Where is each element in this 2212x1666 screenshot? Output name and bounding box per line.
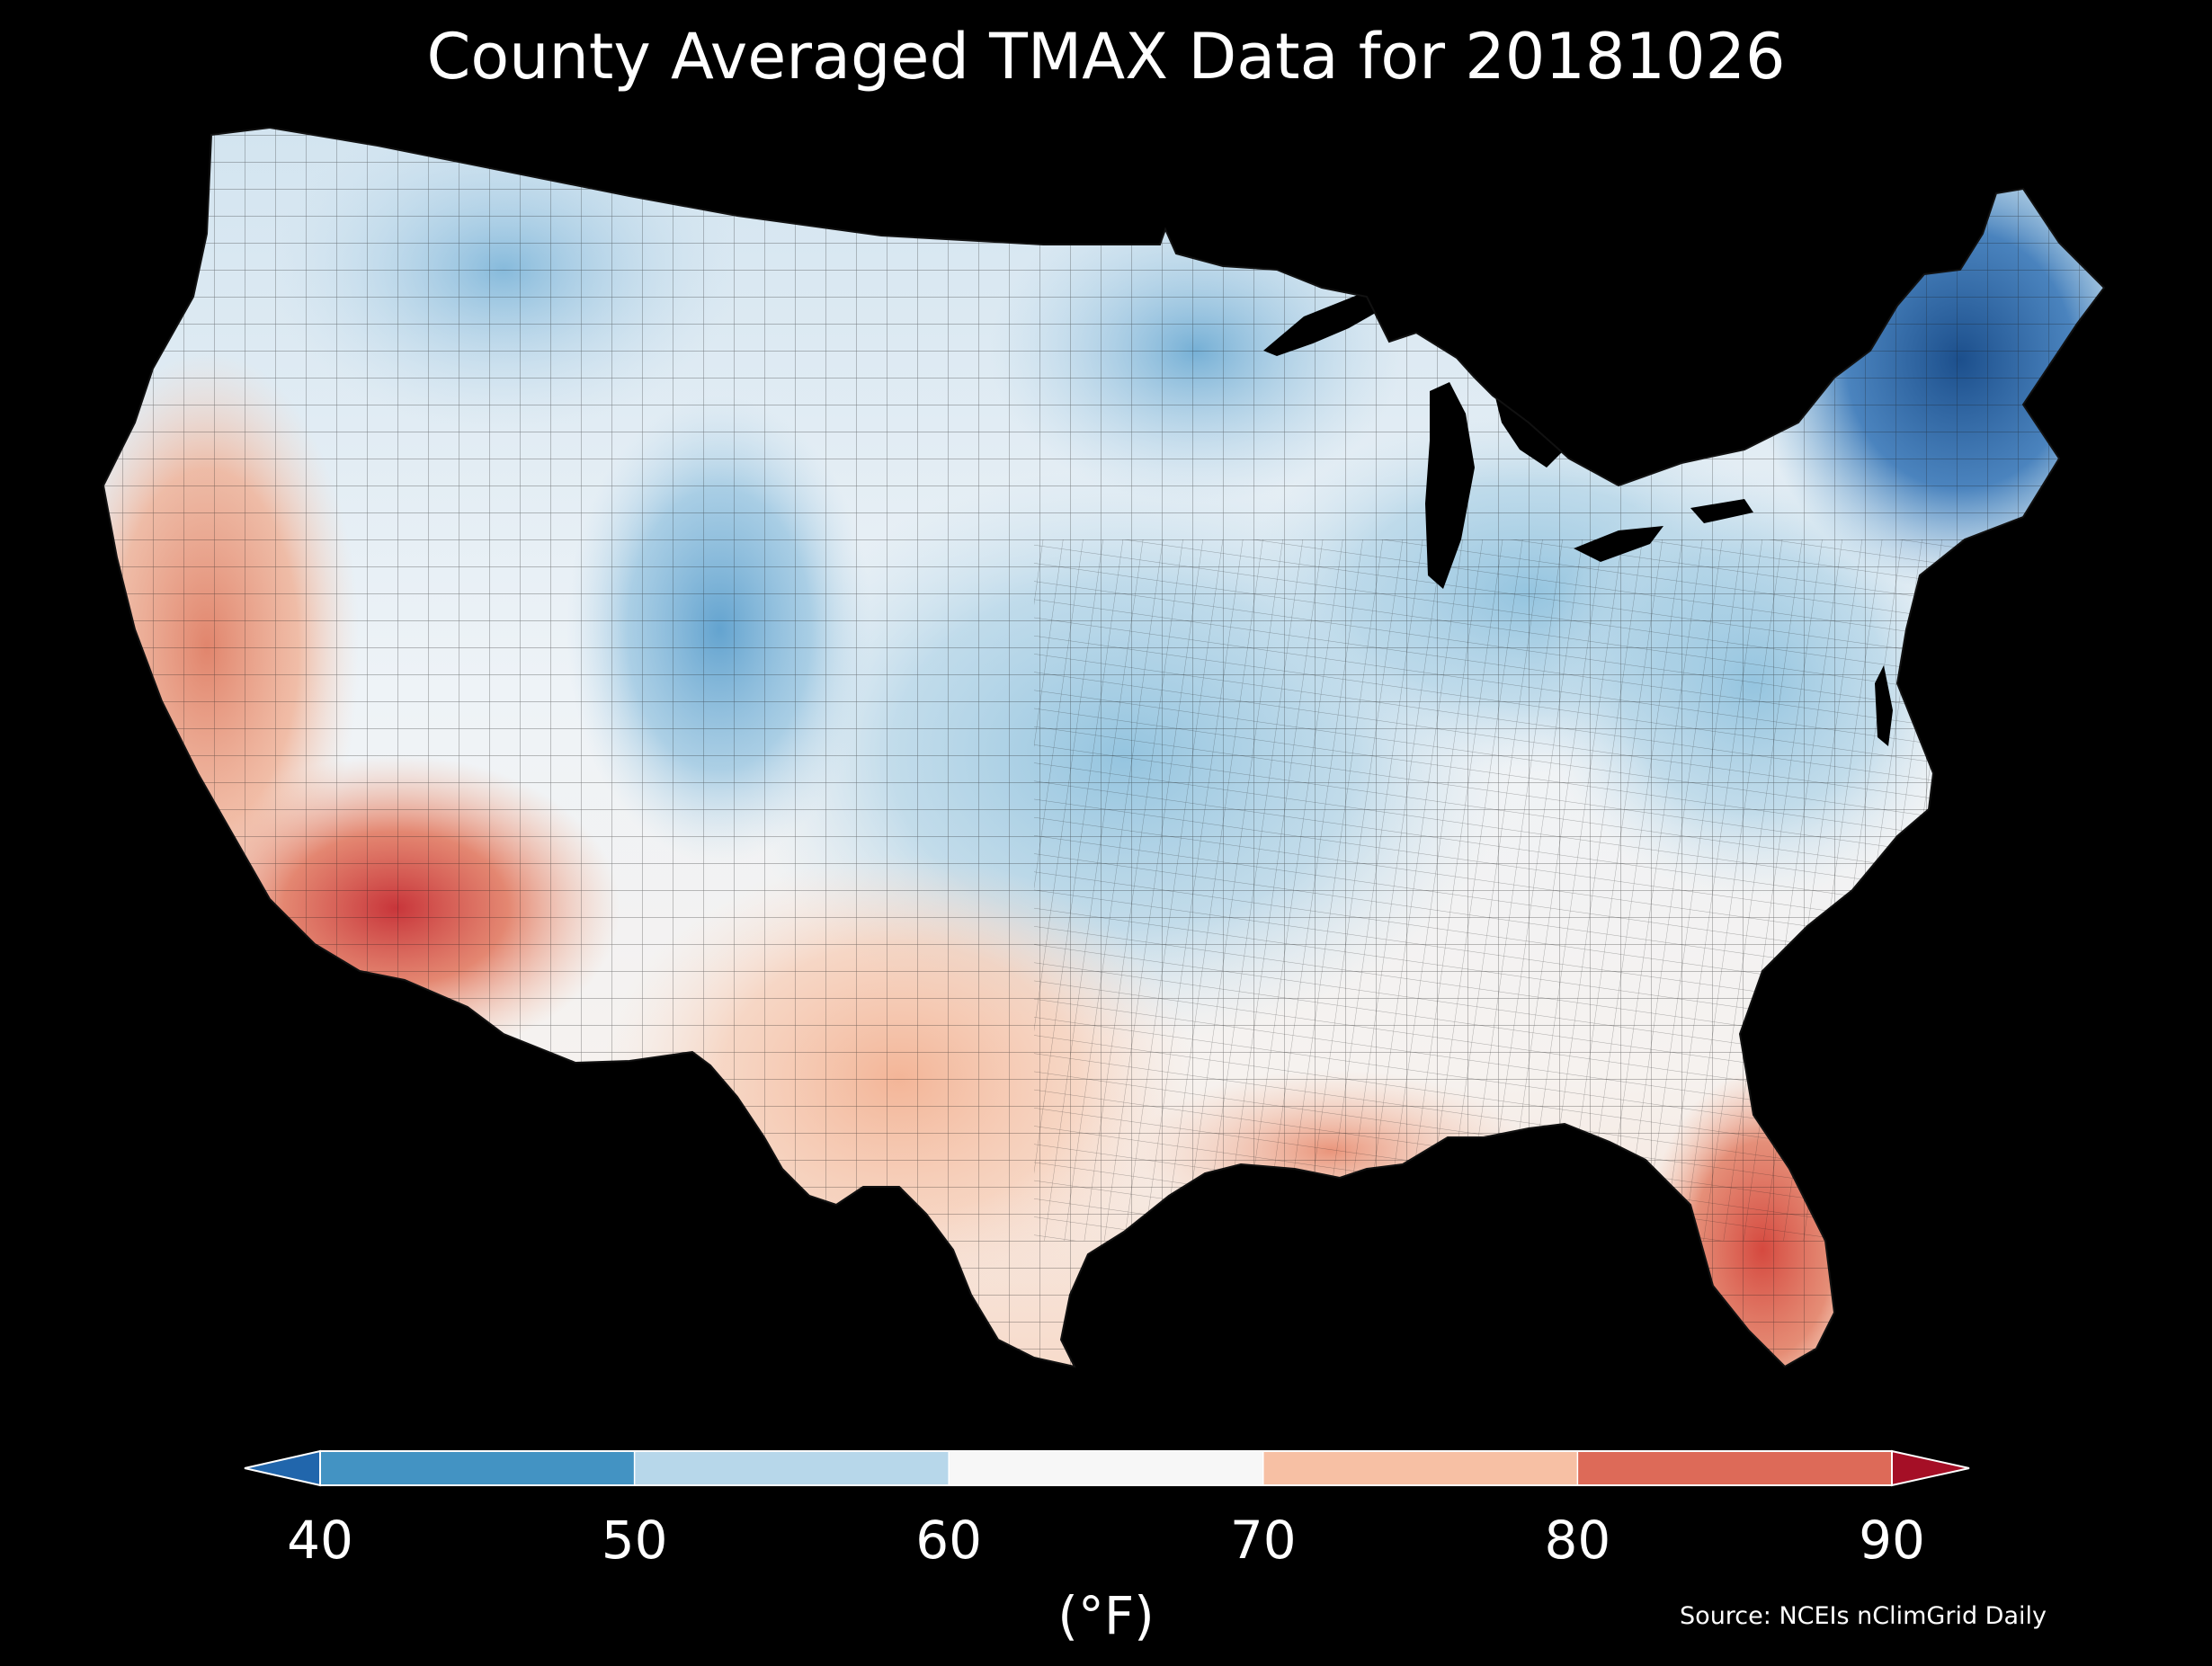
colorbar-tick-60: 60 [915, 1510, 983, 1571]
colorbar-tick-80: 80 [1544, 1510, 1611, 1571]
colorbar-tick-70: 70 [1229, 1510, 1297, 1571]
colorbar-bin-60-70 [949, 1451, 1263, 1485]
colorbar-bin-50-60 [634, 1451, 950, 1485]
colorbar-bin-40-50 [320, 1451, 635, 1485]
colorbar-tick-40: 40 [287, 1510, 353, 1571]
colorbar-frame [319, 1450, 1893, 1486]
colorbar-bin-80-90 [1577, 1451, 1892, 1485]
lake-erie [1574, 526, 1663, 562]
colorbar-extend-low [244, 1449, 321, 1487]
chesapeake-bay [1875, 665, 1893, 746]
colorbar-extend-high [1891, 1449, 1970, 1487]
conus-map [103, 128, 2104, 1367]
colorbar-tick-50: 50 [601, 1510, 668, 1571]
colorbar-bins [320, 1451, 1892, 1485]
colorbar-tick-90: 90 [1859, 1510, 1925, 1571]
lake-superior [1263, 284, 1385, 356]
map-title: County Averaged TMAX Data for 20181026 [426, 20, 1786, 94]
colorbar-bin-70-80 [1262, 1451, 1578, 1485]
lake-ontario [1690, 499, 1753, 523]
source-credit: Source: NCEIs nClimGrid Daily [1680, 1602, 2047, 1630]
water-bodies [1263, 284, 1893, 746]
colorbar-unit-label: (°F) [1057, 1585, 1155, 1646]
conus-outline [102, 126, 2106, 1368]
colorbar [244, 1449, 1970, 1487]
lake-michigan [1425, 382, 1475, 589]
